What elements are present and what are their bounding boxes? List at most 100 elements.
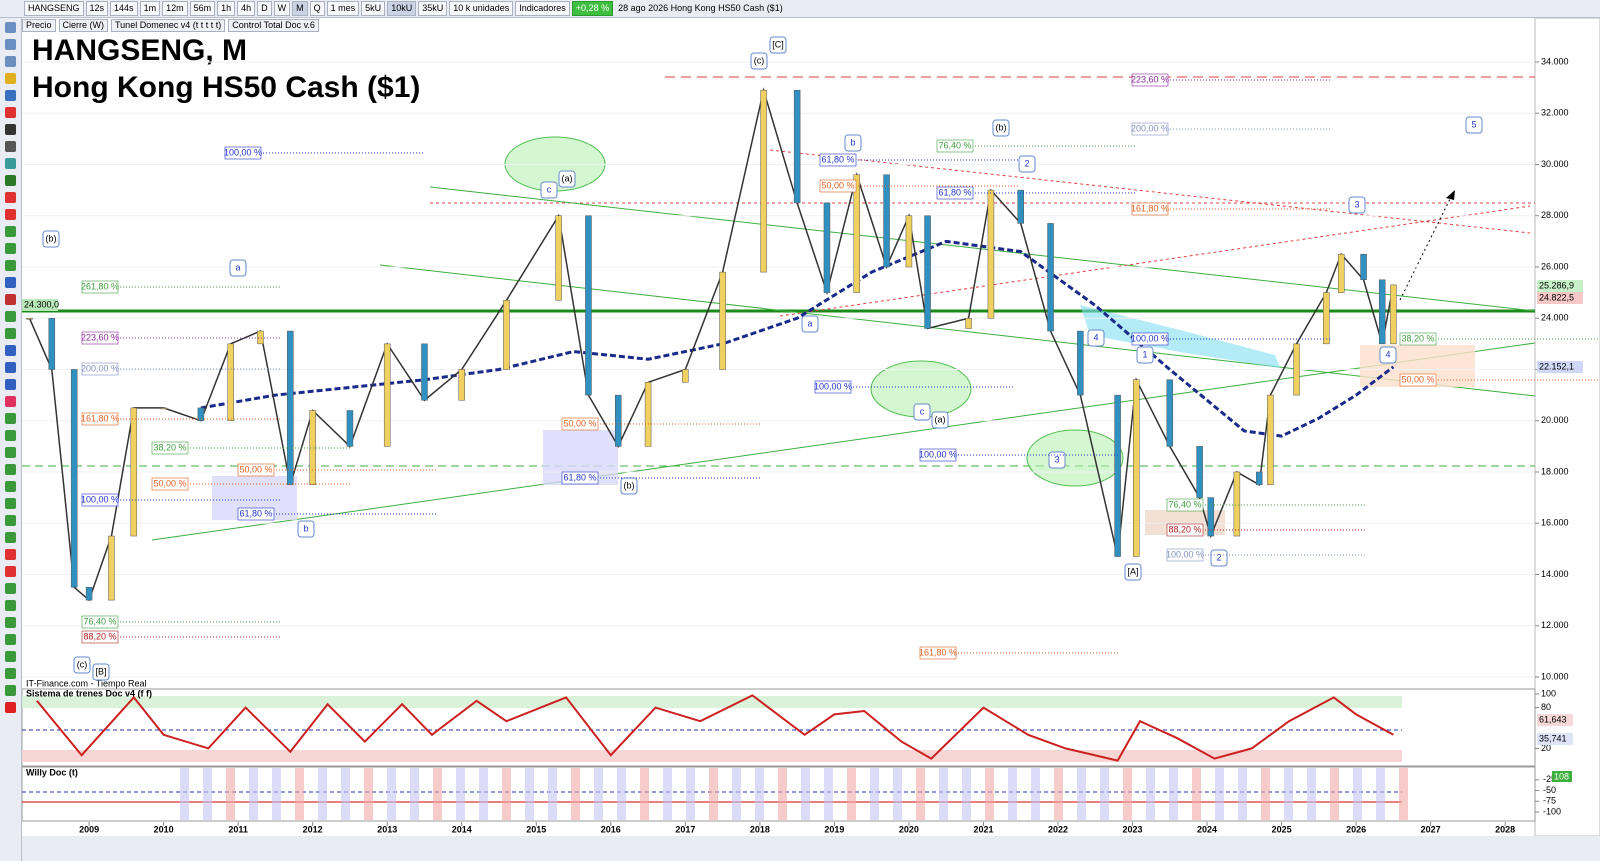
legend-item[interactable]: Control Total Doc v.6 bbox=[228, 18, 319, 32]
tool-icon[interactable] bbox=[5, 311, 16, 322]
oversold-band bbox=[22, 750, 1402, 762]
units-select[interactable]: 10 k unidades bbox=[449, 1, 514, 16]
symbol[interactable]: HANGSENG bbox=[24, 1, 84, 16]
indicators-button[interactable]: Indicadores bbox=[515, 1, 570, 16]
legend-item[interactable]: Precio bbox=[22, 18, 56, 32]
tool-icon[interactable] bbox=[5, 345, 16, 356]
fib-label: 223,60 % bbox=[1131, 74, 1169, 84]
tool-icon[interactable] bbox=[5, 651, 16, 662]
candle bbox=[987, 189, 995, 319]
tool-icon[interactable] bbox=[5, 209, 16, 220]
tool-icon[interactable] bbox=[5, 379, 16, 390]
tool-icon[interactable] bbox=[5, 685, 16, 696]
x-tick-label: 2011 bbox=[228, 824, 248, 834]
period-button[interactable]: D bbox=[257, 1, 272, 16]
period-button[interactable]: 1h bbox=[217, 1, 236, 16]
period-button[interactable]: 56m bbox=[189, 1, 216, 16]
candle bbox=[26, 317, 33, 320]
tool-icon[interactable] bbox=[5, 464, 16, 475]
signal-bar bbox=[548, 768, 557, 820]
y-tick-label: 32.000 bbox=[1541, 108, 1569, 118]
volume-button[interactable]: 35kU bbox=[418, 1, 448, 16]
wave-label: 2 bbox=[1024, 158, 1029, 168]
tool-icon[interactable] bbox=[5, 277, 16, 288]
fib-label: 100,00 % bbox=[1131, 333, 1169, 343]
ind2-tag: 108 bbox=[1554, 771, 1569, 781]
tool-icon[interactable] bbox=[5, 243, 16, 254]
fib-label: 161,80 % bbox=[1131, 203, 1169, 213]
candle bbox=[1378, 279, 1386, 345]
tool-icon[interactable] bbox=[5, 583, 16, 594]
wave-label: 4 bbox=[1093, 332, 1098, 342]
ind1-tag: 35,741 bbox=[1539, 733, 1567, 743]
tool-icon[interactable] bbox=[5, 447, 16, 458]
tool-icon[interactable] bbox=[5, 226, 16, 237]
price-tag-bg bbox=[22, 299, 58, 311]
tool-icon[interactable] bbox=[5, 56, 16, 67]
x-tick-label: 2018 bbox=[750, 824, 770, 834]
tool-icon[interactable] bbox=[5, 396, 16, 407]
fib-box bbox=[81, 615, 119, 629]
signal-bar bbox=[364, 768, 373, 820]
period-button[interactable]: Q bbox=[309, 1, 325, 16]
period-button[interactable]: 144s bbox=[110, 1, 138, 16]
period-button[interactable]: W bbox=[273, 1, 291, 16]
ind1-tick-label: 20 bbox=[1541, 743, 1551, 753]
tool-icon[interactable] bbox=[5, 141, 16, 152]
tool-icon[interactable] bbox=[5, 328, 16, 339]
period-button[interactable]: 1m bbox=[139, 1, 161, 16]
signal-bar bbox=[939, 768, 948, 820]
candle bbox=[585, 215, 592, 396]
tool-icon[interactable] bbox=[5, 549, 16, 560]
tool-icon[interactable] bbox=[5, 566, 16, 577]
signal-bar bbox=[663, 768, 672, 820]
wave-box bbox=[913, 403, 931, 421]
tool-icon[interactable] bbox=[5, 175, 16, 186]
tool-icon[interactable] bbox=[5, 90, 16, 101]
tool-icon[interactable] bbox=[5, 124, 16, 135]
volume-button[interactable]: 10kU bbox=[387, 1, 417, 16]
scrollbar[interactable] bbox=[22, 836, 1600, 861]
tool-icon[interactable] bbox=[5, 702, 16, 713]
tool-icon[interactable] bbox=[5, 294, 16, 305]
candle bbox=[1323, 292, 1330, 345]
tool-icon[interactable] bbox=[5, 39, 16, 50]
candle bbox=[793, 89, 801, 204]
period-button[interactable]: 12s bbox=[85, 1, 109, 16]
tool-icon[interactable] bbox=[5, 260, 16, 271]
tool-icon[interactable] bbox=[5, 158, 16, 169]
legend-item[interactable]: Cierre (W) bbox=[58, 18, 109, 32]
tool-icon[interactable] bbox=[5, 498, 16, 509]
tool-icon[interactable] bbox=[5, 600, 16, 611]
tool-icon[interactable] bbox=[5, 73, 16, 84]
tool-icon[interactable] bbox=[5, 362, 16, 373]
tool-icon[interactable] bbox=[5, 515, 16, 526]
tool-icon[interactable] bbox=[5, 22, 16, 33]
tool-icon[interactable] bbox=[5, 481, 16, 492]
price-panel bbox=[22, 32, 1535, 688]
volume-button[interactable]: 5kU bbox=[361, 1, 386, 16]
tool-icon[interactable] bbox=[5, 532, 16, 543]
period-button[interactable]: M bbox=[292, 1, 308, 16]
period-button[interactable]: 12m bbox=[162, 1, 188, 16]
tool-icon[interactable] bbox=[5, 617, 16, 628]
tool-icon[interactable] bbox=[5, 668, 16, 679]
fib-label: 100,00 % bbox=[814, 381, 852, 391]
tool-icon[interactable] bbox=[5, 192, 16, 203]
fib-box bbox=[936, 139, 974, 153]
tool-icon[interactable] bbox=[5, 107, 16, 118]
candle bbox=[227, 343, 234, 421]
x-tick-label: 2016 bbox=[601, 824, 621, 834]
period-button[interactable]: 4h bbox=[237, 1, 256, 16]
legend-item[interactable]: Tunel Domenec v4 (t t t t t) bbox=[111, 18, 226, 32]
fib-label: 100,00 % bbox=[224, 147, 262, 157]
wave-label: (c) bbox=[754, 55, 765, 65]
y-tick-label: 30.000 bbox=[1541, 159, 1569, 169]
candle bbox=[160, 407, 167, 410]
candle bbox=[130, 407, 138, 537]
tool-icon[interactable] bbox=[5, 634, 16, 645]
tool-icon[interactable] bbox=[5, 413, 16, 424]
tool-icon[interactable] bbox=[5, 430, 16, 441]
price-tag: 25.286,9 bbox=[1539, 280, 1574, 290]
period-select[interactable]: 1 mes bbox=[326, 1, 360, 16]
